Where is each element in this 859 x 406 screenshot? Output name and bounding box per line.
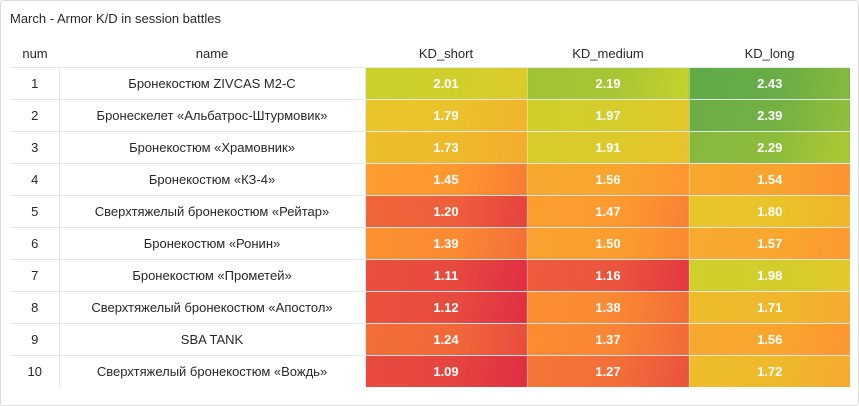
kd-medium-cell: 1.16 <box>526 259 689 292</box>
kd-short-cell: 2.01 <box>364 67 527 100</box>
table-header-row: num name KD_short KD_medium KD_long <box>11 39 850 68</box>
kd-long-cell: 2.39 <box>688 99 850 132</box>
table-row: 4 Бронекостюм «КЗ-4» 1.45 1.56 1.54 <box>11 163 850 196</box>
kd-short-cell: 1.39 <box>364 227 527 260</box>
kd-medium-cell: 1.47 <box>526 195 689 228</box>
kd-long-cell: 1.57 <box>688 227 850 260</box>
kd-long-cell: 2.43 <box>688 67 850 100</box>
table-row: 6 Бронекостюм «Ронин» 1.39 1.50 1.57 <box>11 227 850 260</box>
name-cell: Сверхтяжелый бронекостюм «Апостол» <box>59 291 366 324</box>
name-cell: Бронекостюм «Прометей» <box>59 259 366 292</box>
kd-short-cell: 1.11 <box>364 259 527 292</box>
kd-short-cell: 1.79 <box>364 99 527 132</box>
kd-medium-cell: 1.38 <box>526 291 689 324</box>
num-cell: 7 <box>11 259 60 292</box>
column-header-kd-long[interactable]: KD_long <box>744 45 795 61</box>
table-row: 1 Бронекостюм ZIVCAS M2-C 2.01 2.19 2.43 <box>11 67 850 100</box>
name-cell: SBA TANK <box>59 323 366 356</box>
kd-short-cell: 1.09 <box>364 355 527 387</box>
kd-short-cell: 1.24 <box>364 323 527 356</box>
table-row: 5 Сверхтяжелый бронекостюм «Рейтар» 1.20 1.… <box>11 195 850 228</box>
kd-medium-cell: 1.56 <box>526 163 689 196</box>
num-cell: 3 <box>11 131 60 164</box>
kd-medium-cell: 1.91 <box>526 131 689 164</box>
kd-medium-cell: 1.97 <box>526 99 689 132</box>
table-row: 10 Сверхтяжелый бронекостюм «Вождь» 1.09 1.… <box>11 355 850 387</box>
num-cell: 2 <box>11 99 60 132</box>
table-row: 9 SBA TANK 1.24 1.37 1.56 <box>11 323 850 356</box>
kd-long-cell: 1.80 <box>688 195 850 228</box>
kd-long-cell: 1.54 <box>688 163 850 196</box>
num-cell: 10 <box>11 355 60 387</box>
num-cell: 9 <box>11 323 60 356</box>
num-cell: 6 <box>11 227 60 260</box>
kd-long-cell: 1.98 <box>688 259 850 292</box>
kd-medium-cell: 2.19 <box>526 67 689 100</box>
column-header-name[interactable]: name <box>195 45 229 61</box>
num-cell: 1 <box>11 67 60 100</box>
armor-kd-table: num name KD_short KD_medium KD_long 1 Бро… <box>11 39 850 387</box>
name-cell: Бронекостюм «Ронин» <box>59 227 366 260</box>
name-cell: Бронескелет «Альбатрос-Штурмовик» <box>59 99 366 132</box>
column-header-num[interactable]: num <box>22 45 48 61</box>
kd-medium-cell: 1.50 <box>526 227 689 260</box>
kd-long-cell: 1.72 <box>688 355 850 387</box>
num-cell: 8 <box>11 291 60 324</box>
kd-short-cell: 1.73 <box>364 131 527 164</box>
kd-short-cell: 1.45 <box>364 163 527 196</box>
panel-title: March - Armor K/D in session battles <box>10 11 221 26</box>
kd-medium-cell: 1.27 <box>526 355 689 387</box>
table-row: 8 Сверхтяжелый бронекостюм «Апостол» 1.12 1… <box>11 291 850 324</box>
num-cell: 4 <box>11 163 60 196</box>
name-cell: Бронекостюм «Храмовник» <box>59 131 366 164</box>
name-cell: Сверхтяжелый бронекостюм «Вождь» <box>59 355 366 387</box>
column-header-kd-short[interactable]: KD_short <box>418 45 474 61</box>
kd-long-cell: 1.71 <box>688 291 850 324</box>
kd-long-cell: 2.29 <box>688 131 850 164</box>
name-cell: Бронекостюм «КЗ-4» <box>59 163 366 196</box>
table-row: 7 Бронекостюм «Прометей» 1.11 1.16 1.98 <box>11 259 850 292</box>
kd-short-cell: 1.12 <box>364 291 527 324</box>
name-cell: Сверхтяжелый бронекостюм «Рейтар» <box>59 195 366 228</box>
table-row: 2 Бронескелет «Альбатрос-Штурмовик» 1.79 1.… <box>11 99 850 132</box>
kd-long-cell: 1.56 <box>688 323 850 356</box>
kd-short-cell: 1.20 <box>364 195 527 228</box>
kd-medium-cell: 1.37 <box>526 323 689 356</box>
num-cell: 5 <box>11 195 60 228</box>
column-header-kd-medium[interactable]: KD_medium <box>572 45 644 61</box>
table-body: 1 Бронекостюм ZIVCAS M2-C 2.01 2.19 2.43 2 Бро… <box>11 67 850 387</box>
name-cell: Бронекостюм ZIVCAS M2-C <box>59 67 366 100</box>
table-row: 3 Бронекостюм «Храмовник» 1.73 1.91 2.29 <box>11 131 850 164</box>
